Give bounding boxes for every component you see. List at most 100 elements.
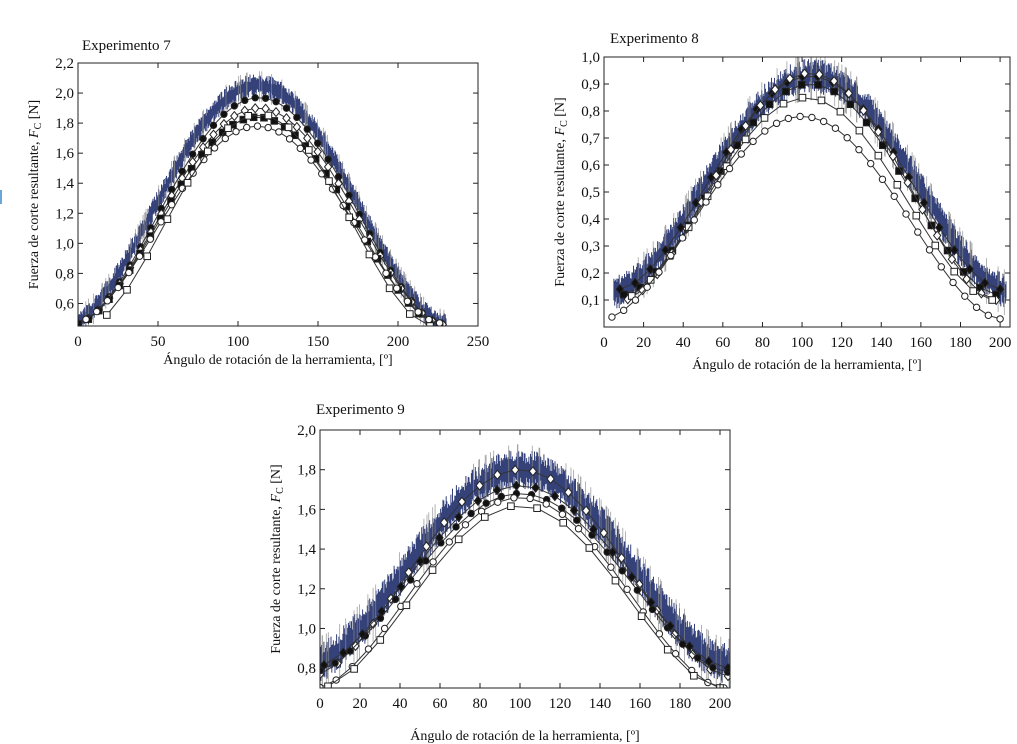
data-point — [510, 464, 520, 476]
y-tick-label: 2,0 — [297, 423, 316, 439]
series-open-square — [103, 111, 434, 326]
data-point — [188, 150, 197, 158]
series-line — [320, 493, 729, 673]
data-point — [429, 558, 437, 566]
data-point — [646, 263, 655, 275]
x-tick-label: 0 — [600, 335, 608, 351]
data-point — [611, 576, 620, 585]
x-axis-label: Ángulo de rotación de la herramienta, [º… — [410, 727, 639, 744]
data-point — [325, 177, 333, 185]
x-tick-label: 200 — [989, 335, 1012, 351]
series-line — [320, 497, 725, 688]
data-point — [781, 87, 790, 96]
y-tick-label: 1,0 — [55, 236, 74, 252]
data-point — [481, 513, 489, 521]
data-point — [770, 84, 780, 95]
data-point — [320, 666, 324, 675]
data-point — [631, 296, 640, 304]
data-point — [784, 114, 793, 123]
data-point — [844, 88, 854, 99]
x-tick-label: 60 — [433, 696, 448, 712]
data-point — [950, 244, 959, 256]
plot-area — [608, 57, 1007, 323]
x-tick-label: 120 — [830, 335, 853, 351]
window-edge-marker — [0, 190, 2, 204]
data-point — [702, 198, 710, 206]
data-point — [292, 121, 302, 133]
data-point — [661, 244, 670, 256]
data-point — [305, 146, 313, 154]
data-point — [969, 287, 978, 295]
y-tick-label: 0,8 — [55, 266, 74, 282]
force-band — [78, 74, 447, 326]
data-point — [608, 547, 617, 558]
data-point — [862, 118, 871, 127]
data-point — [704, 656, 714, 667]
data-point — [627, 292, 636, 300]
series-line — [619, 76, 1001, 290]
data-point — [637, 612, 646, 620]
x-tick-label: 180 — [669, 696, 692, 712]
data-point — [261, 94, 270, 102]
data-point — [426, 322, 434, 326]
data-point — [988, 296, 996, 304]
y-axis-label-main: Fuerza de corte resultante, — [27, 138, 42, 289]
x-tick-label: 40 — [393, 696, 408, 712]
series-line — [323, 485, 729, 669]
data-point — [714, 181, 722, 189]
data-point — [241, 96, 249, 105]
chart-svg: 0 20 40 60 80 100 120 140 160 180 200 0,1 0,2 0,3 0,4 0… — [553, 31, 1012, 373]
data-point — [685, 641, 694, 652]
plot-area — [78, 71, 448, 326]
y-tick-label: 1,6 — [297, 502, 316, 518]
chart-experimento-8: 0 20 40 60 80 100 120 140 160 180 200 0,1 0,2 0,3 0,4 0… — [540, 25, 1017, 380]
data-point — [931, 241, 940, 250]
y-axis-label-symbol: F — [553, 126, 568, 136]
x-tick-label: 80 — [473, 696, 488, 712]
x-tick-label: 250 — [467, 334, 490, 350]
data-point — [589, 524, 598, 535]
data-point — [843, 134, 851, 142]
chart-experimento-9: 0 20 40 60 80 100 120 140 160 180 200 0,8 1,0 1,2 1,4 1… — [260, 396, 760, 744]
data-point — [688, 649, 697, 660]
data-point — [569, 505, 579, 516]
data-point — [380, 624, 389, 633]
data-point — [785, 73, 795, 84]
y-axis-label-unit: [N] — [27, 100, 42, 123]
data-point — [143, 252, 151, 261]
data-point — [581, 505, 591, 516]
y-axis-label-main: Fuerza de corte resultante, — [269, 502, 284, 653]
series-line — [611, 115, 1001, 320]
data-point — [406, 310, 414, 318]
chart-title: Experimento 8 — [610, 31, 699, 47]
data-point — [264, 123, 272, 132]
data-point — [243, 123, 251, 132]
data-point — [200, 155, 208, 164]
data-point — [218, 128, 227, 137]
data-point — [749, 118, 758, 127]
data-point — [324, 682, 332, 688]
series-open-square — [324, 502, 724, 688]
data-point — [209, 121, 218, 130]
data-point — [338, 647, 348, 658]
data-point — [980, 277, 990, 289]
data-point — [761, 127, 769, 135]
data-point — [574, 525, 583, 533]
y-tick-label: 0,8 — [581, 104, 600, 120]
data-point — [779, 99, 788, 108]
data-point — [559, 518, 567, 527]
data-point — [275, 128, 283, 136]
data-point — [244, 111, 252, 120]
data-point — [114, 283, 122, 292]
data-point — [403, 297, 412, 305]
y-axis-label-unit: [N] — [269, 464, 284, 487]
data-point — [391, 595, 400, 603]
data-point — [798, 93, 807, 102]
data-point — [232, 127, 240, 136]
data-point — [694, 654, 702, 662]
data-point — [836, 107, 845, 116]
data-point — [82, 315, 90, 324]
data-point — [667, 251, 675, 260]
data-point — [103, 297, 112, 305]
y-tick-label: 1,4 — [55, 176, 74, 192]
